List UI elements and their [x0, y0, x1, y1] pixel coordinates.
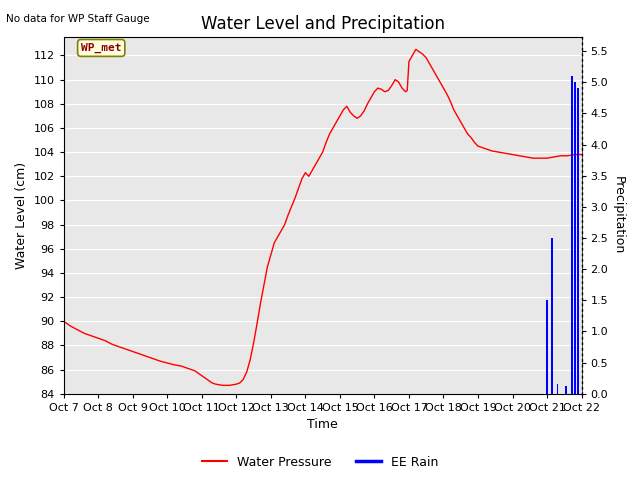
Text: No data for WP Staff Gauge: No data for WP Staff Gauge [6, 14, 150, 24]
Bar [575, 82, 576, 394]
Legend: Water Pressure, EE Rain: Water Pressure, EE Rain [196, 451, 444, 474]
Bar [607, 381, 608, 394]
Text: WP_met: WP_met [81, 43, 122, 53]
X-axis label: Time: Time [307, 419, 338, 432]
Bar [632, 332, 634, 394]
Bar [577, 88, 579, 394]
Bar [557, 384, 558, 394]
Bar [614, 375, 615, 394]
Y-axis label: Precipitation: Precipitation [612, 177, 625, 255]
Bar [551, 238, 553, 394]
Bar [598, 76, 600, 394]
Bar [546, 300, 548, 394]
Bar [565, 386, 567, 394]
Bar [620, 381, 622, 394]
Bar [595, 238, 597, 394]
Bar [610, 226, 612, 394]
Bar [591, 232, 593, 394]
Bar [588, 375, 589, 394]
Bar [584, 369, 586, 394]
Bar [617, 176, 619, 394]
Bar [625, 375, 627, 394]
Bar [571, 76, 573, 394]
Title: Water Level and Precipitation: Water Level and Precipitation [200, 15, 445, 33]
Bar [602, 176, 604, 394]
Y-axis label: Water Level (cm): Water Level (cm) [15, 162, 28, 269]
